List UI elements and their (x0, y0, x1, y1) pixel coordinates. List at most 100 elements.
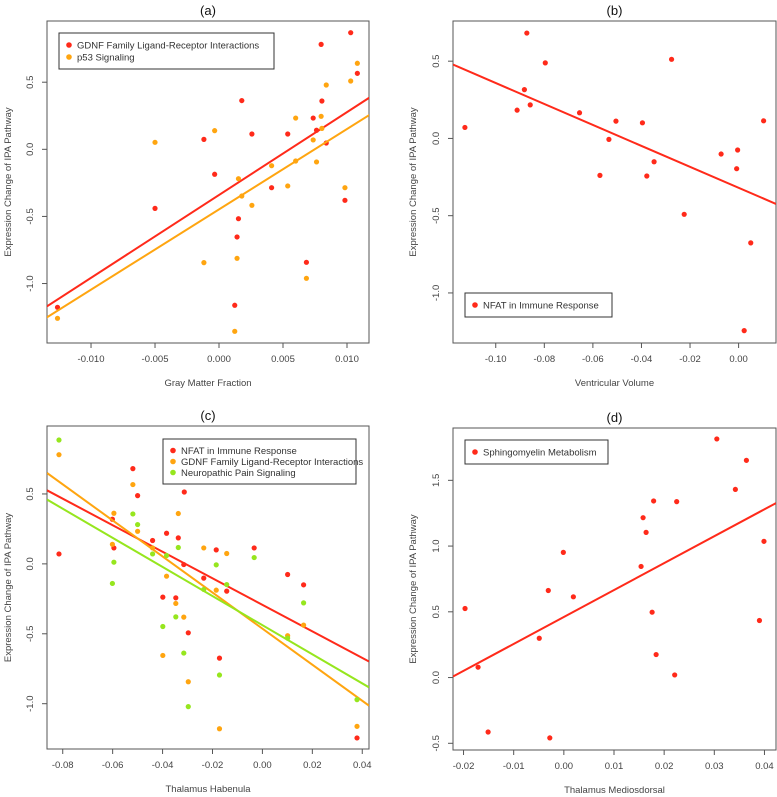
data-point (175, 510, 181, 517)
data-point (674, 499, 680, 505)
plot-frame (46, 20, 370, 344)
x-axis-label: Gray Matter Fraction (164, 378, 251, 389)
data-point (638, 563, 644, 570)
data-point (149, 545, 156, 551)
data-point (216, 672, 223, 678)
data-point (651, 159, 657, 165)
data-point (303, 275, 310, 281)
data-point (216, 726, 223, 732)
data-point (130, 511, 136, 517)
data-point (462, 605, 468, 612)
regression-line (47, 472, 369, 707)
data-point (293, 158, 299, 164)
data-point (651, 498, 657, 504)
data-point (313, 127, 320, 133)
data-point (201, 136, 207, 142)
data-point (160, 594, 166, 600)
data-point (201, 586, 207, 593)
x-tick-label: -0.06 (102, 760, 124, 771)
regression-line (453, 63, 776, 205)
x-tick-label: -0.02 (453, 761, 475, 772)
data-point (285, 183, 291, 189)
data-point (130, 466, 136, 472)
data-point (743, 457, 750, 463)
y-tick-label: 0.5 (25, 487, 36, 500)
x-tick-label: 0.01 (605, 761, 624, 772)
data-point (761, 538, 767, 544)
legend-box (58, 32, 275, 70)
legend-box (162, 438, 357, 485)
data-point (232, 328, 238, 334)
y-tick-label: 0.5 (25, 76, 36, 89)
regression-line (47, 489, 369, 663)
data-point (234, 255, 240, 261)
data-point (249, 131, 255, 137)
data-point (212, 171, 218, 177)
data-point (649, 609, 655, 615)
data-point (201, 575, 207, 581)
data-point (111, 510, 117, 516)
regression-line (453, 502, 776, 678)
data-point (285, 571, 291, 578)
data-point (653, 651, 659, 658)
data-point (224, 550, 230, 557)
legend: Sphingomyelin Metabolism (464, 439, 609, 465)
y-axis-label: Expression Change of IPA Pathway (408, 107, 419, 257)
x-tick-label: 0.000 (207, 354, 231, 365)
data-point (301, 622, 307, 628)
data-point (213, 587, 219, 593)
data-point (293, 115, 299, 121)
data-point (545, 587, 551, 594)
y-axis-label: Expression Change of IPA Pathway (3, 107, 14, 257)
panel-title: (c) (200, 408, 215, 423)
data-point (239, 97, 245, 104)
y-tick-label: 0.0 (25, 143, 36, 156)
data-point (319, 98, 325, 104)
legend: GDNF Family Ligand-Receptor Interactions… (58, 32, 275, 70)
series-gdnf-family-ligand-receptor-interactions (47, 30, 369, 310)
data-point (354, 60, 360, 66)
data-point (354, 70, 360, 76)
data-point (235, 216, 242, 222)
data-point (163, 530, 170, 536)
data-point (232, 302, 238, 308)
data-point (485, 729, 491, 735)
panel-d: (d) -0.02 -0.01 0.00 0.01 0.02 0.03 0.04 -0.5 0.0… (408, 410, 777, 796)
panel-title: (a) (200, 3, 216, 18)
data-point (56, 452, 62, 458)
data-point (735, 147, 741, 153)
plot-frame (46, 425, 370, 750)
legend-label: Sphingomyelin Metabolism (483, 448, 597, 459)
data-point (163, 552, 170, 559)
x-tick-label: 0.02 (303, 760, 322, 771)
data-point (181, 614, 187, 620)
regression-line (47, 498, 369, 689)
x-tick-label: 0.03 (705, 761, 724, 772)
panel-title: (b) (607, 3, 623, 18)
data-point (185, 630, 191, 636)
y-axis-label: Expression Change of IPA Pathway (408, 514, 419, 664)
data-point (514, 107, 520, 113)
data-point (251, 554, 257, 561)
data-point (527, 102, 533, 108)
data-point (235, 176, 242, 182)
y-tick-label: -1.0 (25, 275, 36, 291)
data-point (181, 561, 187, 568)
legend-marker (170, 458, 176, 465)
data-point (319, 125, 325, 131)
data-point (313, 159, 320, 165)
data-point (152, 205, 158, 211)
x-tick-label: 0.04 (353, 760, 372, 771)
panel-c: (c) -0.08 -0.06 -0.04 -0.02 0.00 0.02 0.04 -1.0 -… (3, 408, 372, 795)
y-tick-label: -1.0 (431, 285, 442, 301)
series-gdnf-family-ligand-receptor-interactions (47, 452, 369, 732)
x-tick-label: 0.00 (729, 354, 748, 365)
data-point (152, 139, 158, 145)
data-point (181, 650, 187, 656)
data-point (597, 172, 603, 178)
data-point (160, 623, 166, 630)
x-tick-label: -0.01 (503, 761, 525, 772)
legend-label: NFAT in Immune Response (181, 446, 297, 457)
data-point (643, 529, 649, 535)
